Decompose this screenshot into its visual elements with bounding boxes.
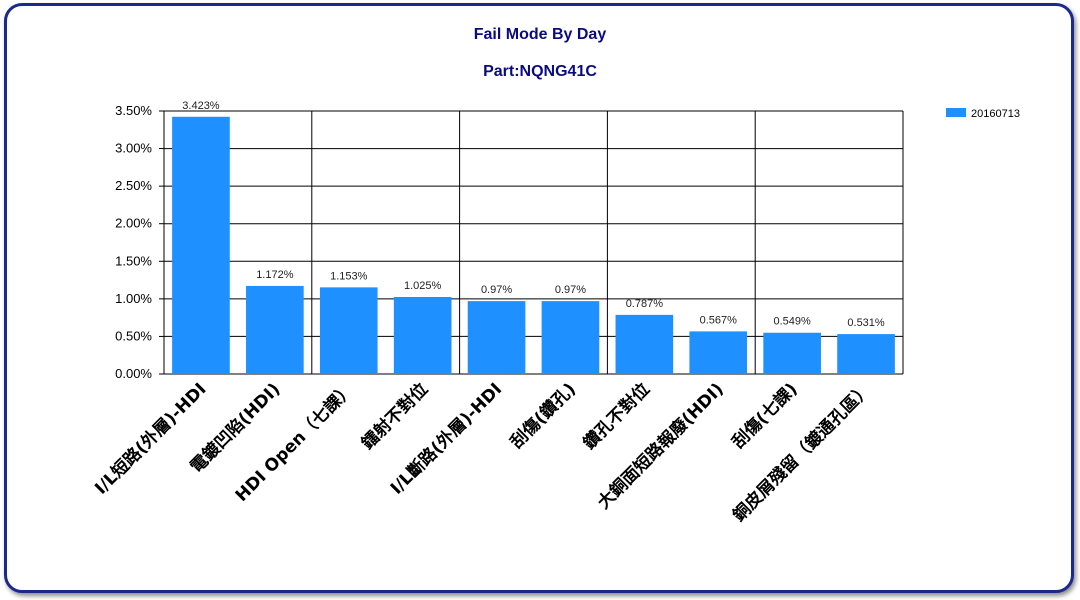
x-tick-label: I/L短路(外層)-HDI bbox=[91, 379, 211, 499]
data-label: 0.567% bbox=[700, 314, 738, 326]
bar[interactable] bbox=[615, 314, 674, 374]
x-tick-label: 銅皮屑殘留（鍍通孔區） bbox=[729, 379, 876, 526]
data-label: 0.97% bbox=[555, 284, 586, 296]
x-tick-label: 刮傷(七課) bbox=[728, 379, 802, 453]
data-label: 1.153% bbox=[330, 270, 368, 282]
y-tick-label: 3.50% bbox=[115, 103, 152, 118]
bar[interactable] bbox=[541, 301, 600, 374]
y-tick-label: 3.00% bbox=[115, 141, 152, 156]
bar[interactable] bbox=[763, 332, 821, 374]
bar[interactable] bbox=[246, 285, 304, 374]
y-tick-label: 1.50% bbox=[115, 253, 152, 268]
legend-label: 20160713 bbox=[971, 108, 1020, 120]
y-tick-label: 1.00% bbox=[115, 291, 152, 306]
bar[interactable] bbox=[393, 296, 452, 374]
data-label: 0.787% bbox=[626, 298, 664, 310]
x-tick-label: 大銅面短路報廢(HDI) bbox=[593, 379, 727, 513]
legend-swatch bbox=[946, 108, 966, 117]
data-label: 1.025% bbox=[404, 280, 442, 292]
x-tick-label: HDI Open（七課） bbox=[231, 379, 358, 506]
data-label: 0.549% bbox=[773, 316, 811, 328]
bar[interactable] bbox=[467, 301, 526, 374]
bar[interactable] bbox=[689, 331, 748, 374]
chart-subtitle: Part:NQNG41C bbox=[483, 63, 597, 80]
y-tick-label: 0.00% bbox=[115, 366, 152, 381]
y-tick-label: 0.50% bbox=[115, 328, 152, 343]
data-label: 3.423% bbox=[182, 100, 220, 112]
bar[interactable] bbox=[172, 116, 230, 374]
chart-title: Fail Mode By Day bbox=[473, 26, 607, 43]
x-tick-label: 鐳射不對位 bbox=[357, 379, 432, 454]
bar[interactable] bbox=[319, 287, 378, 374]
x-tick-label: 鑽孔不對位 bbox=[579, 379, 654, 454]
data-label: 0.531% bbox=[847, 317, 885, 329]
y-tick-label: 2.00% bbox=[115, 216, 152, 231]
data-label: 1.172% bbox=[256, 269, 294, 281]
bar[interactable] bbox=[837, 334, 895, 374]
data-label: 0.97% bbox=[481, 284, 512, 296]
y-tick-label: 2.50% bbox=[115, 178, 152, 193]
x-tick-label: 刮傷(鑽孔) bbox=[506, 379, 580, 453]
